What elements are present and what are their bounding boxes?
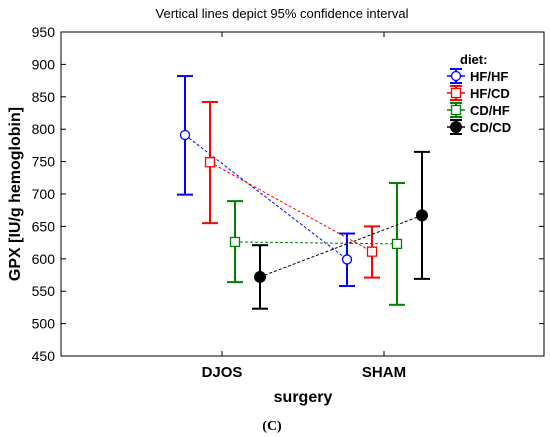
y-tick-label: 900	[32, 56, 56, 72]
series-cd-hf	[227, 181, 405, 306]
y-tick-label: 700	[32, 186, 56, 202]
legend-item: HF/HF	[447, 68, 508, 84]
legend-marker	[450, 70, 462, 82]
x-axis: DJOS SHAM	[202, 32, 406, 381]
legend-marker	[450, 104, 462, 116]
y-axis-label: GPX [IU/g hemoglobin]	[7, 107, 24, 281]
data-point	[254, 270, 266, 283]
y-tick-label: 550	[32, 283, 56, 299]
y-tick-label: 450	[32, 348, 56, 364]
legend-item: CD/CD	[447, 119, 511, 135]
legend-marker	[450, 121, 462, 133]
y-tick-label: 650	[32, 218, 56, 234]
data-point	[204, 157, 216, 168]
chart-title: Vertical lines depict 95% confidence int…	[156, 6, 409, 21]
y-tick-label: 950	[32, 24, 56, 40]
legend-item: HF/CD	[447, 85, 510, 101]
y-tick-label: 600	[32, 251, 56, 267]
y-tick-label: 500	[32, 316, 56, 332]
series-line	[259, 214, 423, 278]
data-point	[416, 209, 428, 222]
data-point	[179, 129, 191, 141]
series-line	[234, 241, 398, 245]
legend: diet: HF/HF HF/CD CD/HF CD/CD	[447, 52, 511, 135]
series-line	[184, 134, 348, 260]
x-tick-label: SHAM	[362, 364, 406, 381]
legend-item: CD/HF	[447, 102, 510, 118]
legend-label: CD/HF	[470, 103, 510, 118]
y-tick-label: 850	[32, 89, 56, 105]
figure-caption: (C)	[262, 419, 282, 434]
legend-label: HF/HF	[470, 69, 508, 84]
data-point	[366, 246, 378, 257]
legend-label: HF/CD	[470, 86, 510, 101]
legend-label: CD/CD	[470, 120, 511, 135]
legend-title: diet:	[460, 52, 487, 67]
legend-marker	[450, 87, 462, 99]
x-axis-label: surgery	[274, 389, 333, 406]
data-point	[229, 236, 241, 248]
series-hf-cd	[202, 100, 380, 279]
y-axis: 450 500 550 600 650 700 750 800 850 900 950	[32, 24, 544, 364]
data-point	[341, 254, 353, 265]
y-tick-label: 800	[32, 121, 56, 137]
plot-frame	[60, 31, 545, 357]
y-tick-label: 750	[32, 154, 56, 170]
x-tick-label: DJOS	[202, 364, 243, 381]
data-point	[391, 238, 403, 250]
series-layer	[177, 75, 430, 310]
series-hf-hf	[177, 75, 355, 288]
series-line	[209, 161, 373, 253]
series-cd-cd	[252, 150, 430, 310]
